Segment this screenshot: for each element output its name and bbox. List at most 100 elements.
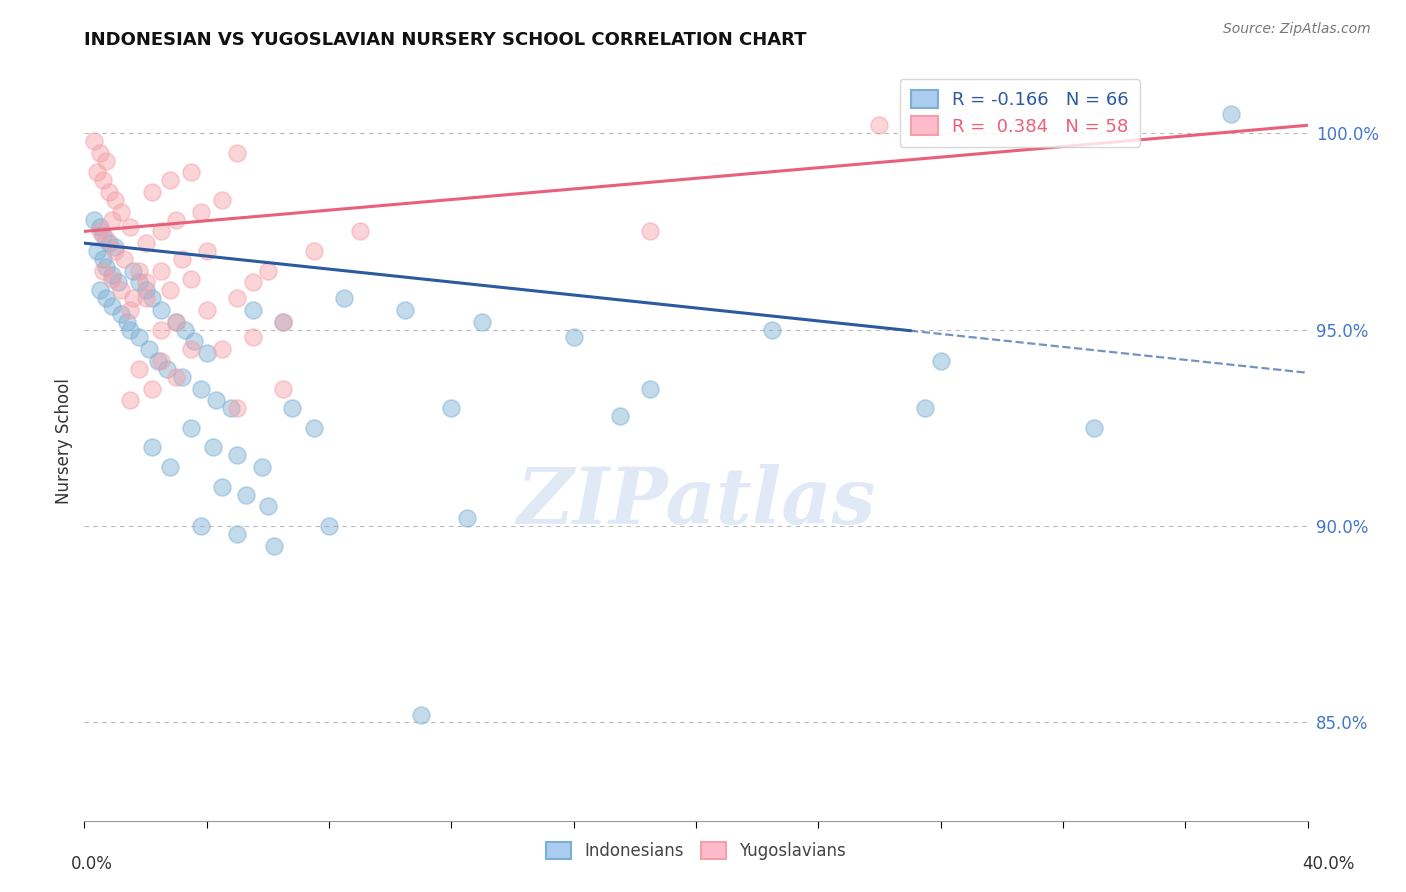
Point <box>226 526 249 541</box>
Point <box>149 322 172 336</box>
Point <box>101 212 124 227</box>
Point <box>638 224 661 238</box>
Point <box>394 302 416 317</box>
Point <box>159 460 181 475</box>
Point <box>120 220 142 235</box>
Point <box>146 354 169 368</box>
Point <box>91 228 114 243</box>
Point <box>174 322 197 336</box>
Point <box>333 291 356 305</box>
Point <box>120 302 142 317</box>
Point <box>281 401 304 416</box>
Point <box>110 283 132 297</box>
Point <box>1083 421 1105 435</box>
Point <box>128 276 150 290</box>
Point <box>89 224 111 238</box>
Point <box>128 263 150 277</box>
Point <box>1220 106 1243 120</box>
Point <box>257 263 280 277</box>
Point <box>201 441 224 455</box>
Point <box>409 707 432 722</box>
Point <box>609 409 631 423</box>
Legend: Indonesians, Yugoslavians: Indonesians, Yugoslavians <box>540 836 852 867</box>
Point <box>135 276 157 290</box>
Text: Source: ZipAtlas.com: Source: ZipAtlas.com <box>1223 22 1371 37</box>
Point <box>97 236 120 251</box>
Point <box>242 302 264 317</box>
Point <box>165 369 187 384</box>
Text: INDONESIAN VS YUGOSLAVIAN NURSERY SCHOOL CORRELATION CHART: INDONESIAN VS YUGOSLAVIAN NURSERY SCHOOL… <box>84 31 807 49</box>
Point <box>257 500 280 514</box>
Point <box>97 185 120 199</box>
Point <box>89 220 111 235</box>
Point <box>190 519 212 533</box>
Point <box>180 421 202 435</box>
Point <box>180 165 202 179</box>
Text: ZIPatlas: ZIPatlas <box>516 464 876 541</box>
Point <box>149 224 172 238</box>
Point <box>120 322 142 336</box>
Point <box>271 382 294 396</box>
Point <box>141 185 163 199</box>
Point <box>149 354 172 368</box>
Point <box>165 315 187 329</box>
Point <box>226 145 249 160</box>
Point <box>211 480 233 494</box>
Point <box>440 401 463 416</box>
Point <box>195 302 218 317</box>
Point <box>271 315 294 329</box>
Point <box>89 145 111 160</box>
Point <box>159 283 181 297</box>
Point <box>101 299 124 313</box>
Point <box>869 118 891 132</box>
Point <box>302 421 325 435</box>
Point <box>318 519 340 533</box>
Point <box>156 362 179 376</box>
Point <box>110 204 132 219</box>
Point <box>149 302 172 317</box>
Point <box>172 252 194 266</box>
Point <box>929 354 952 368</box>
Point <box>914 401 936 416</box>
Point <box>165 212 187 227</box>
Point <box>226 448 249 462</box>
Point <box>135 236 157 251</box>
Point <box>94 153 117 168</box>
Point <box>242 330 264 344</box>
Point <box>761 322 783 336</box>
Point <box>235 487 257 501</box>
Point <box>190 204 212 219</box>
Point <box>250 460 273 475</box>
Point <box>195 244 218 258</box>
Point <box>94 291 117 305</box>
Y-axis label: Nursery School: Nursery School <box>55 378 73 505</box>
Point <box>104 240 127 254</box>
Point <box>94 232 117 246</box>
Point <box>172 369 194 384</box>
Point <box>94 260 117 274</box>
Point <box>302 244 325 258</box>
Point <box>141 441 163 455</box>
Point <box>226 401 249 416</box>
Text: 0.0%: 0.0% <box>70 855 112 872</box>
Point <box>122 291 145 305</box>
Point <box>107 276 129 290</box>
Point <box>91 263 114 277</box>
Point <box>263 539 285 553</box>
Point <box>471 315 494 329</box>
Point <box>638 382 661 396</box>
Point <box>211 343 233 357</box>
Point <box>128 330 150 344</box>
Point <box>122 263 145 277</box>
Point <box>349 224 371 238</box>
Point <box>226 291 249 305</box>
Point <box>101 268 124 282</box>
Point <box>180 271 202 285</box>
Point <box>101 271 124 285</box>
Point <box>86 244 108 258</box>
Point <box>149 263 172 277</box>
Point <box>91 173 114 187</box>
Point <box>83 134 105 148</box>
Point <box>205 393 228 408</box>
Point <box>271 315 294 329</box>
